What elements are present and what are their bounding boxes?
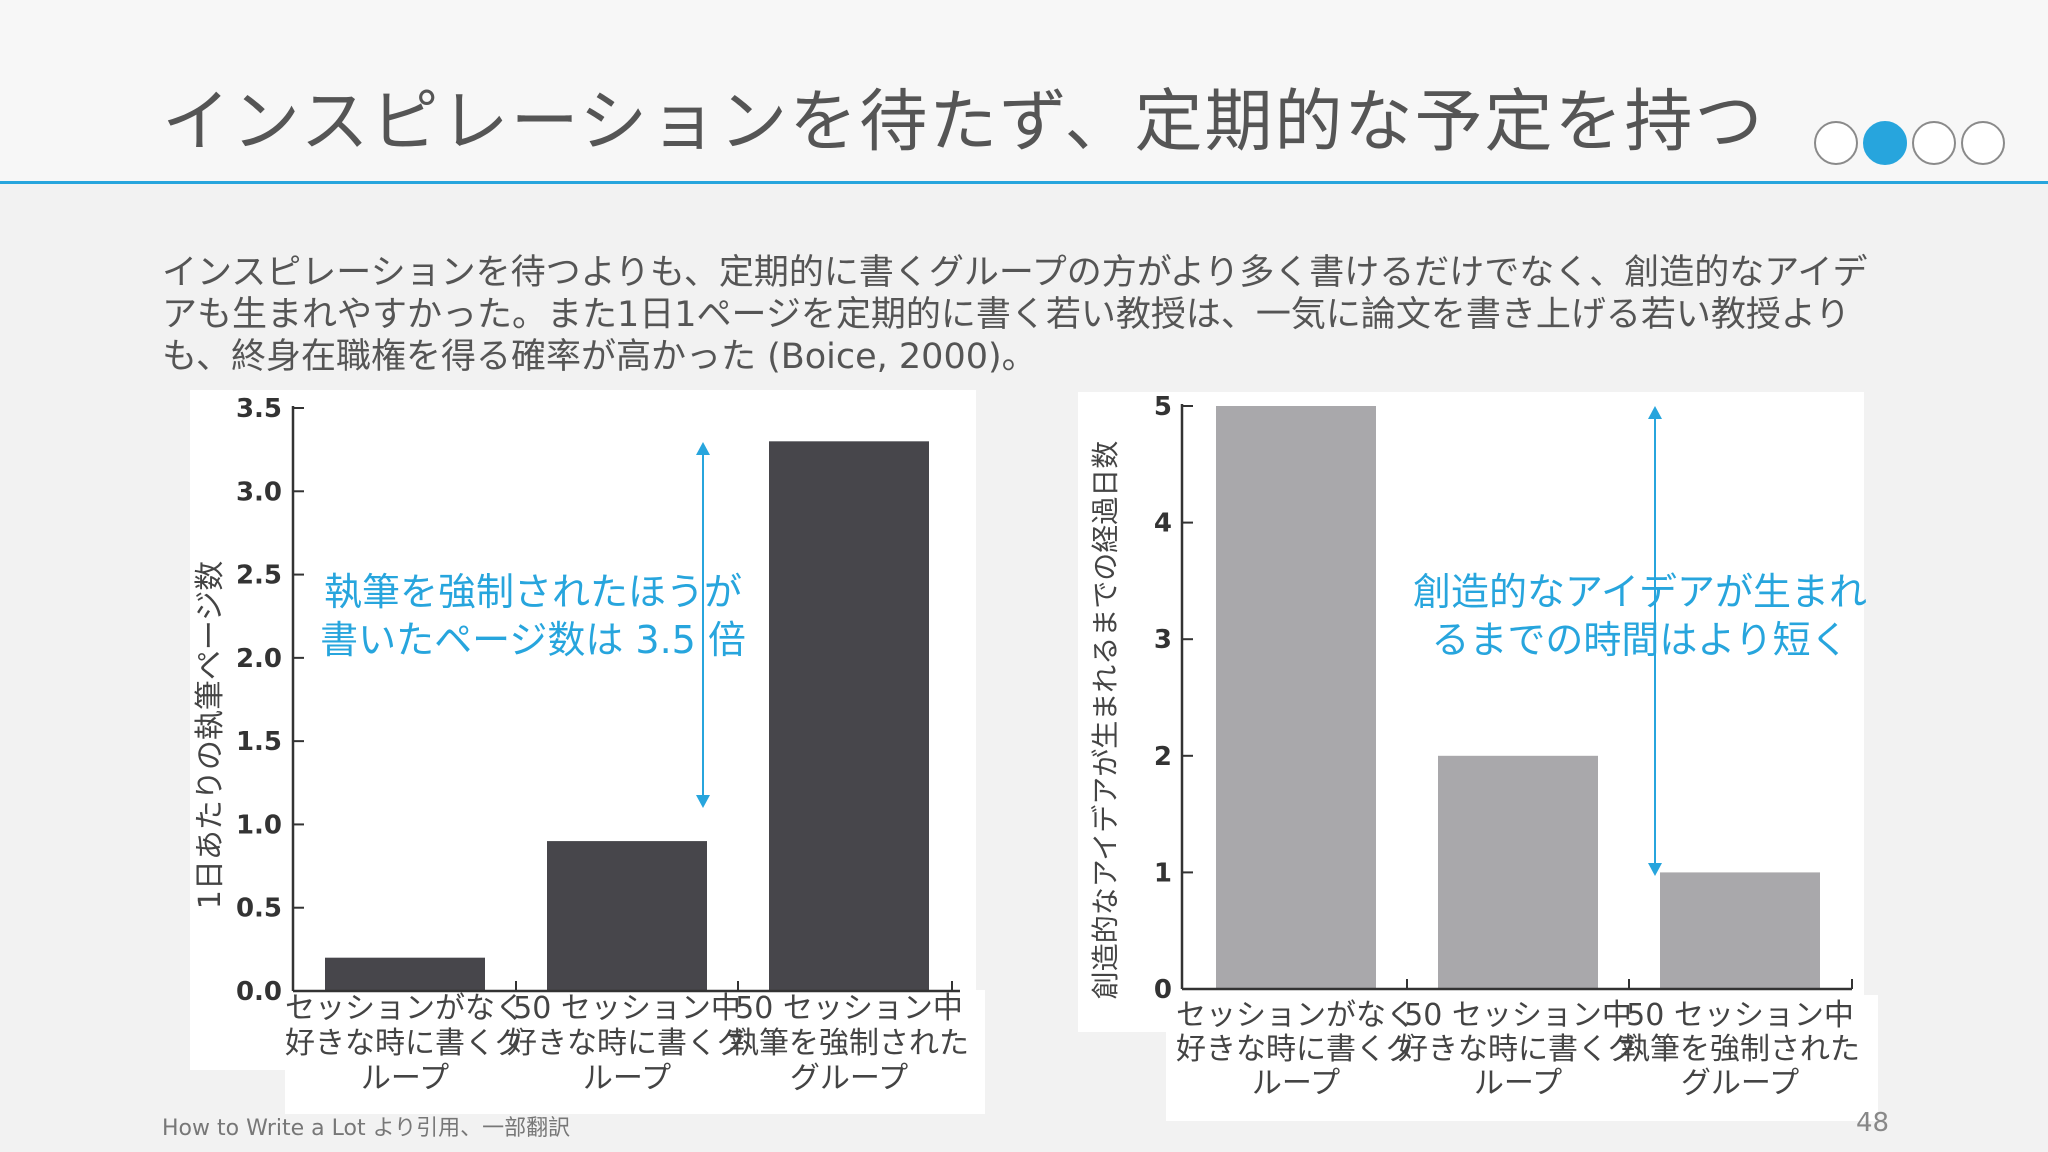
chart0-y-tick-label: 1.0 — [236, 810, 282, 840]
chart-right-annotation: 創造的なアイデアが生まれるまでの時間はより短く — [1404, 568, 1876, 664]
progress-dot-1 — [1814, 121, 1858, 165]
chart1-category-label-1: セッションがなく好きな時に書くグループ — [1176, 998, 1416, 1101]
chart1-category-label-2: 50 セッション中好きな時に書くグループ — [1398, 998, 1638, 1101]
chart1-y-tick-label: 4 — [1154, 509, 1172, 539]
progress-dot-4 — [1961, 121, 2005, 165]
chart1-bar-3 — [1660, 872, 1820, 989]
chart-right-annotation-text: 創造的なアイデアが生まれるまでの時間はより短く — [1412, 570, 1868, 662]
chart-left-annotation: 執筆を強制されたほうが書いたページ数は 3.5 倍 — [318, 568, 748, 664]
chart0-bar-3 — [769, 441, 929, 991]
slide-title: インスピレーションを待たず、定期的な予定を持つ — [162, 83, 1765, 162]
chart1-y-axis-label: 創造的なアイデアが生まれるまでの経過日数 — [1089, 441, 1122, 1000]
chart0-bar-1 — [325, 957, 485, 991]
chart0-y-tick-label: 0.5 — [236, 894, 282, 924]
chart0-annotation-arrow-head-down — [696, 795, 710, 808]
source-citation: How to Write a Lot より引用、一部翻訳 — [162, 1116, 571, 1141]
slide-header: インスピレーションを待たず、定期的な予定を持つ — [0, 0, 2048, 184]
chart0-category-label-1: セッションがなく好きな時に書くグループ — [285, 991, 525, 1096]
chart-left-category-box — [285, 990, 985, 1114]
chart0-y-tick-label: 0.0 — [236, 977, 282, 1007]
chart0-category-label-2: 50 セッション中好きな時に書くグループ — [507, 991, 747, 1096]
slide-body-text: インスピレーションを待つよりも、定期的に書くグループの方がより多く書けるだけでな… — [162, 253, 1868, 377]
chart1-bar-1 — [1216, 406, 1376, 989]
chart0-y-tick-label: 3.0 — [236, 477, 282, 507]
chart1-y-tick-label: 0 — [1154, 975, 1172, 1005]
chart0-y-tick-label: 2.0 — [236, 644, 282, 674]
chart1-annotation-arrow-head-down — [1648, 863, 1662, 876]
page-number: 48 — [1856, 1108, 1890, 1138]
chart0-annotation-arrow-head-up — [696, 442, 710, 455]
chart-right-category-box — [1166, 995, 1878, 1121]
chart0-y-tick-label: 3.5 — [236, 394, 282, 424]
chart0-category-label-3: 50 セッション中執筆を強制されたグループ — [729, 991, 969, 1096]
chart1-annotation-arrow-head-up — [1648, 406, 1662, 419]
chart0-y-tick-label: 2.5 — [236, 561, 282, 591]
chart-left-annotation-text: 執筆を強制されたほうが書いたページ数は 3.5 倍 — [320, 570, 746, 662]
chart1-category-label-3: 50 セッション中執筆を強制されたグループ — [1620, 998, 1860, 1101]
chart0-y-axis-label: 1日あたりの執筆ページ数 — [193, 561, 228, 910]
chart1-y-tick-label: 5 — [1154, 392, 1172, 422]
chart1-y-tick-label: 2 — [1154, 742, 1172, 772]
chart0-y-tick-label: 1.5 — [236, 727, 282, 757]
chart1-y-tick-label: 1 — [1154, 858, 1172, 888]
progress-dot-2-active — [1863, 121, 1907, 165]
progress-dot-3 — [1912, 121, 1956, 165]
chart1-y-tick-label: 3 — [1154, 625, 1172, 655]
chart1-bar-2 — [1438, 755, 1598, 989]
chart0-bar-2 — [547, 841, 707, 991]
